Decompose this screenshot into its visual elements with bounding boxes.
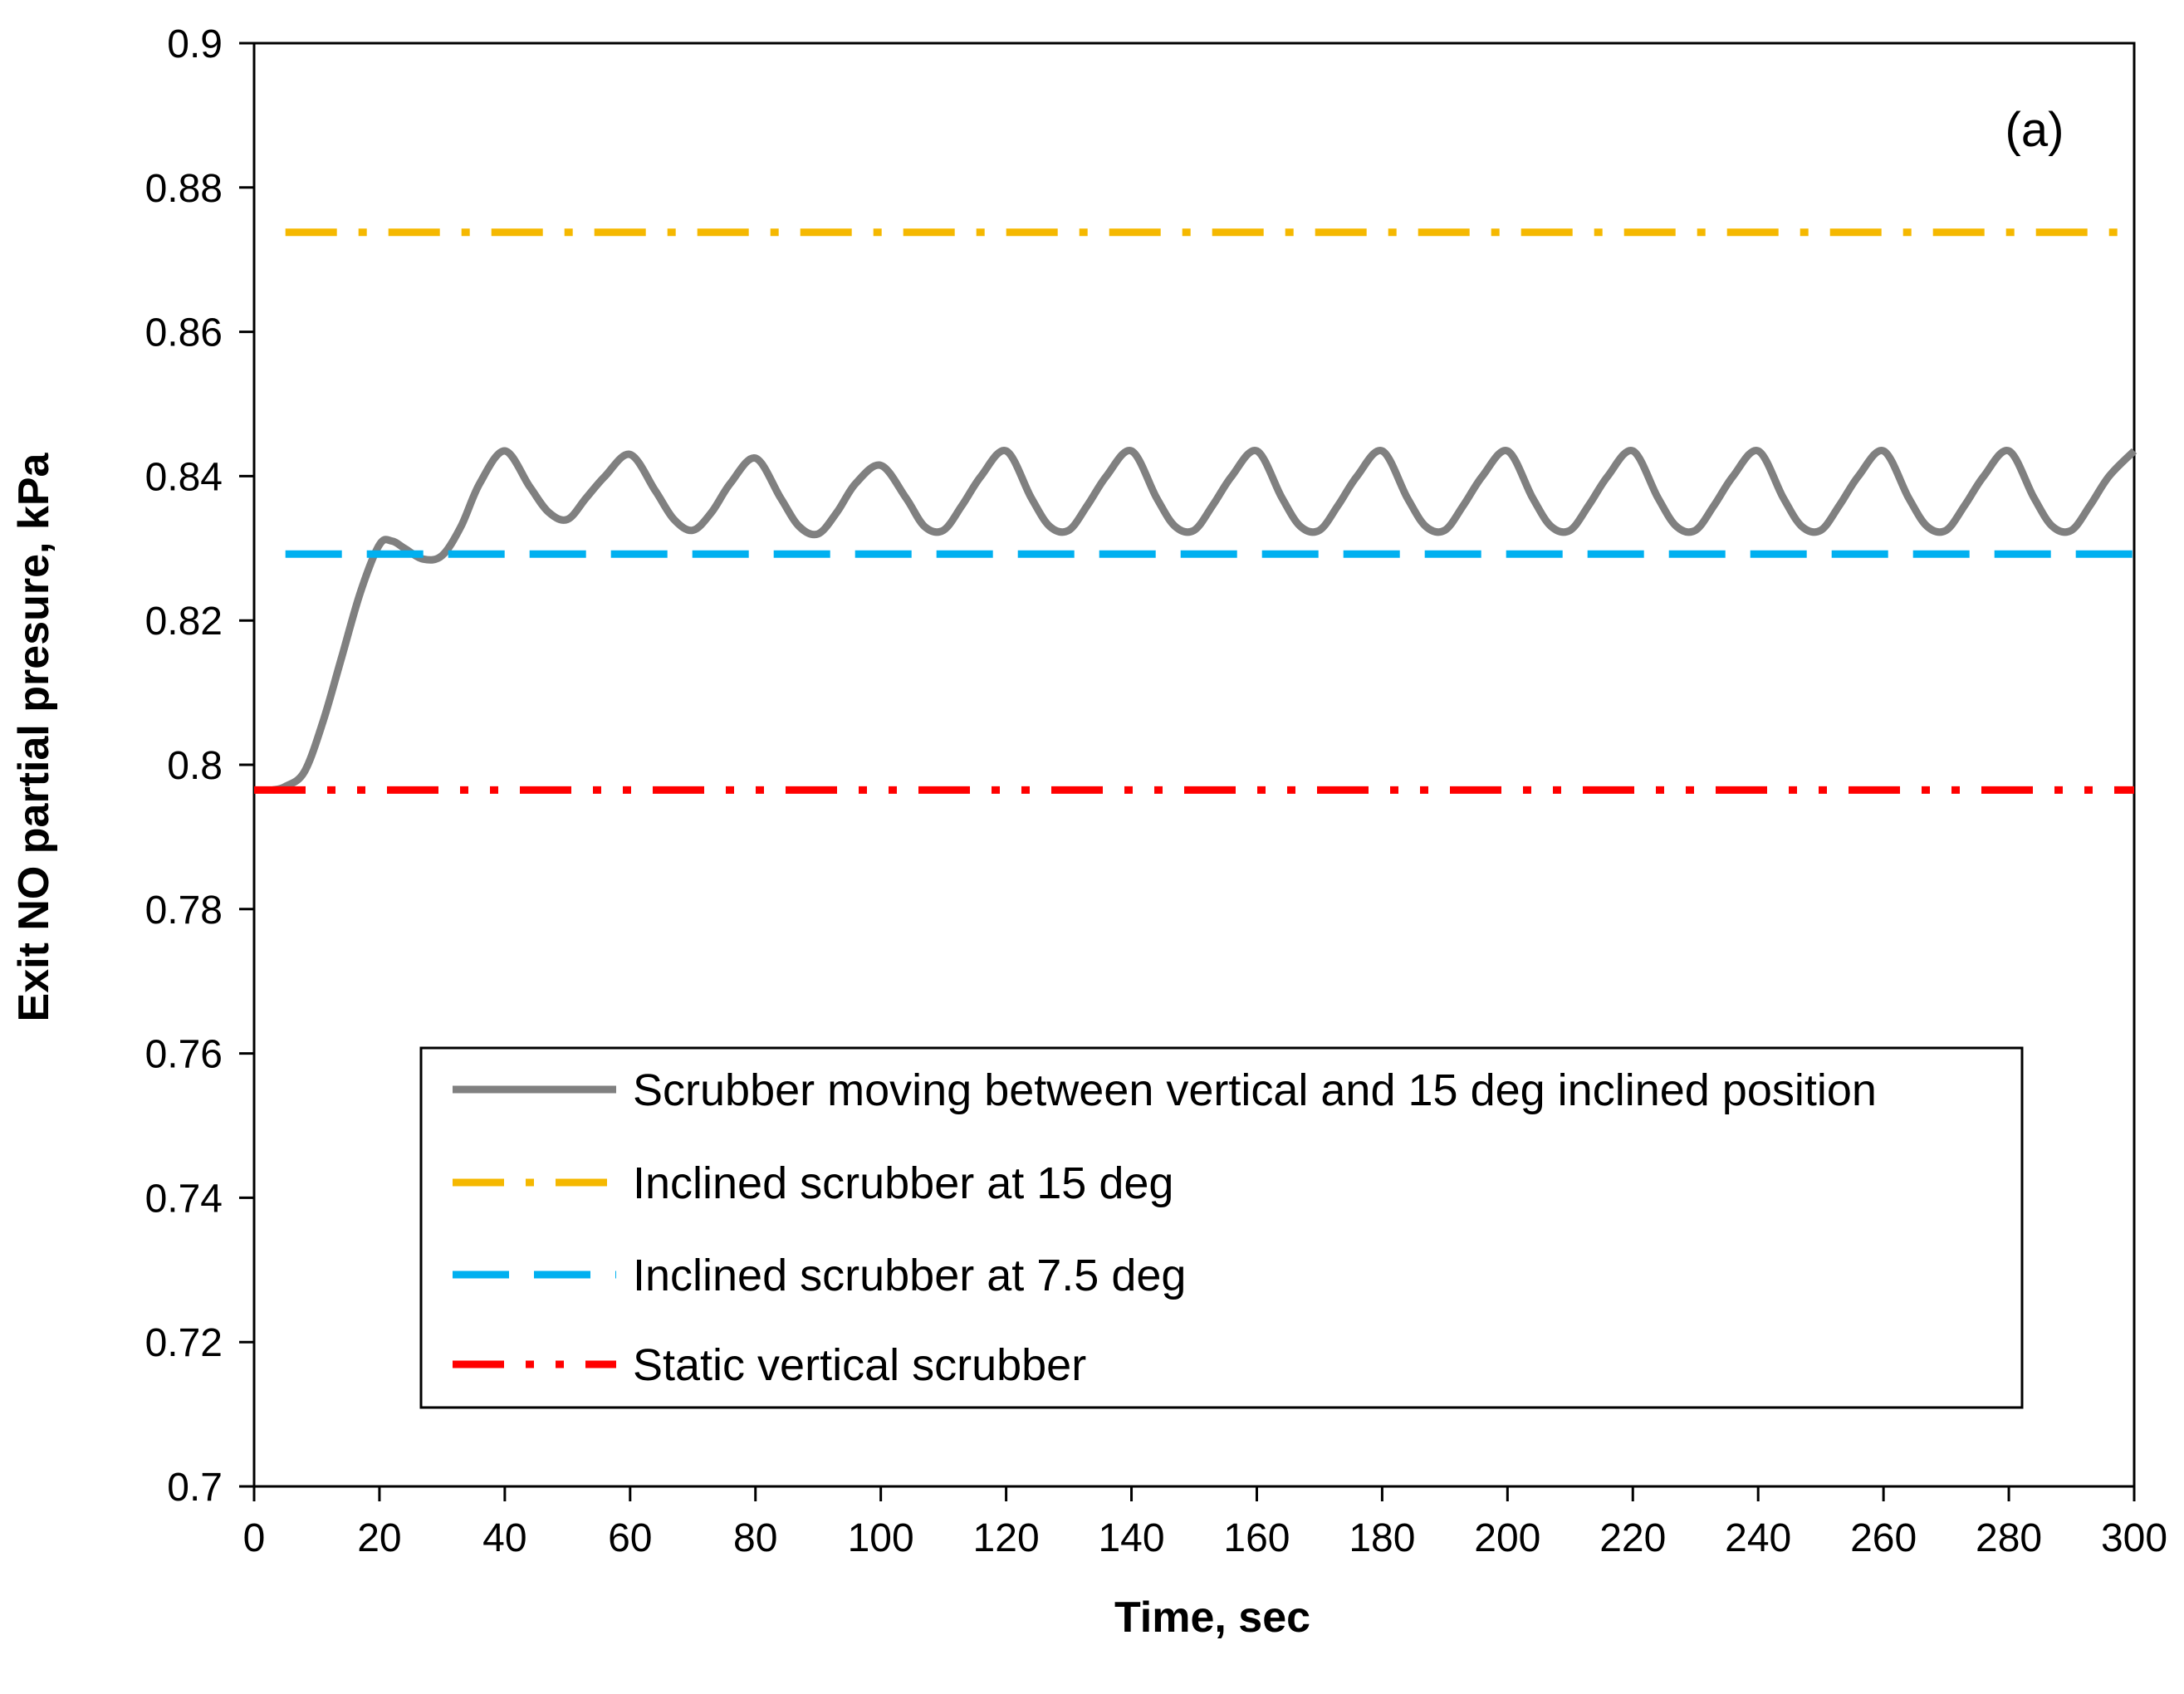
y-tick-label: 0.9 (167, 22, 223, 66)
x-tick-label: 60 (608, 1516, 652, 1560)
series-layer (254, 228, 2137, 794)
y-tick-label: 0.86 (145, 311, 223, 355)
x-tick-label: 0 (243, 1516, 266, 1560)
y-tick-label: 0.8 (167, 744, 223, 788)
x-tick-label: 20 (357, 1516, 401, 1560)
y-tick-label: 0.88 (145, 167, 223, 211)
x-tick-label: 180 (1349, 1516, 1415, 1560)
legend-label-inclined-7-5deg: Inclined scrubber at 7.5 deg (633, 1251, 1186, 1300)
y-tick-label: 0.78 (145, 889, 223, 933)
y-tick-label: 0.7 (167, 1466, 223, 1510)
x-tick-label: 240 (1725, 1516, 1791, 1560)
x-axis-ticks: 0 20 40 60 80 100 120 140 160 180 200 220 240 260 280 3… (243, 1486, 2167, 1560)
legend-label-scrubber-moving: Scrubber moving between vertical and 15 … (633, 1065, 1877, 1115)
x-axis-title: Time, sec (1114, 1594, 1310, 1642)
x-tick-label: 140 (1098, 1516, 1164, 1560)
y-tick-label: 0.84 (145, 455, 223, 499)
panel-annotation: (a) (2005, 103, 2064, 157)
y-tick-label: 0.74 (145, 1177, 223, 1221)
x-tick-label: 120 (973, 1516, 1040, 1560)
x-tick-label: 280 (1976, 1516, 2042, 1560)
x-tick-label: 300 (2101, 1516, 2167, 1560)
x-tick-label: 260 (1850, 1516, 1917, 1560)
x-tick-label: 160 (1223, 1516, 1290, 1560)
y-tick-label: 0.72 (145, 1321, 223, 1365)
y-tick-label: 0.82 (145, 600, 223, 644)
legend-label-inclined-15deg: Inclined scrubber at 15 deg (633, 1158, 1173, 1208)
x-tick-label: 100 (848, 1516, 914, 1560)
legend: Scrubber moving between vertical and 15 … (419, 1046, 2024, 1409)
legend-label-static-vertical: Static vertical scrubber (633, 1340, 1086, 1390)
y-axis-title: Exit NO partial presure, kPa (10, 452, 58, 1021)
x-tick-label: 220 (1599, 1516, 1666, 1560)
x-tick-label: 80 (733, 1516, 777, 1560)
x-tick-label: 40 (482, 1516, 526, 1560)
x-tick-label: 200 (1474, 1516, 1540, 1560)
legend-box (419, 1046, 2024, 1409)
y-axis-ticks: 0.7 0.72 0.74 0.76 0.78 0.8 0.82 0.84 0.86 0.88 0.… (145, 22, 254, 1510)
series-scrubber-moving (272, 447, 2137, 794)
y-tick-label: 0.76 (145, 1033, 223, 1077)
